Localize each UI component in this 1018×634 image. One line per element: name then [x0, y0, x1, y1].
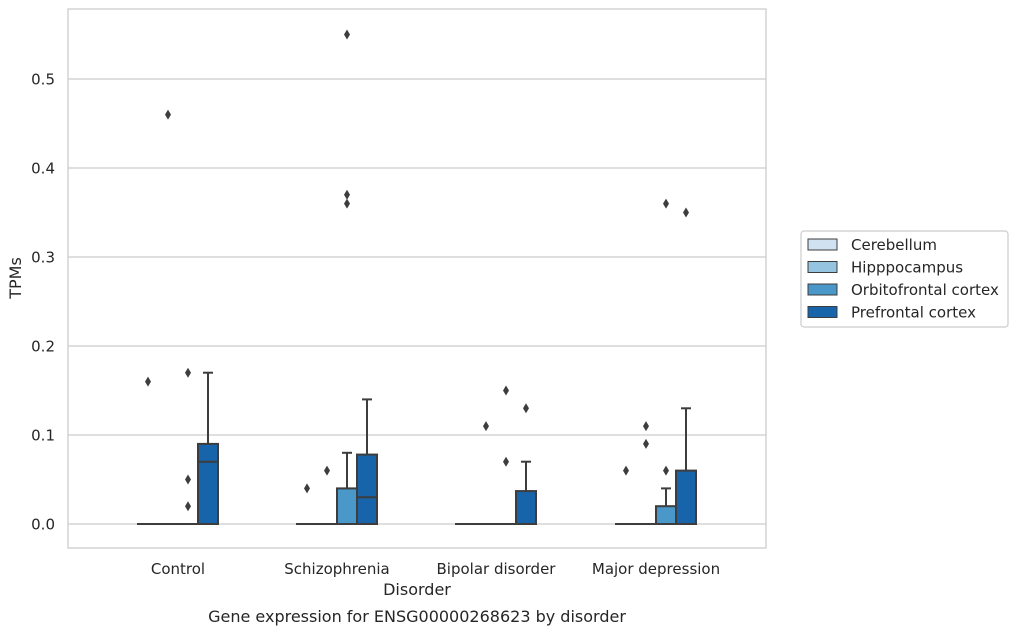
outlier-point — [643, 421, 649, 432]
box-group — [475, 421, 497, 526]
x-tick-label: Major depression — [592, 560, 720, 578]
outlier-point — [145, 376, 151, 387]
outlier-point — [185, 367, 191, 378]
box-group — [635, 421, 657, 526]
box-series — [137, 29, 697, 526]
outlier-point — [483, 421, 489, 432]
x-tick-label: Schizophrenia — [284, 560, 389, 578]
box-group — [655, 198, 677, 526]
legend-swatch — [807, 261, 838, 273]
y-tick-label: 0.1 — [31, 427, 55, 445]
legend-frame — [800, 230, 1009, 328]
x-axis-label: Disorder — [383, 580, 451, 599]
box-group — [495, 385, 517, 526]
x-tick-label: Control — [151, 560, 205, 578]
box — [356, 453, 378, 525]
box-group — [515, 403, 537, 526]
legend-entry: Hipppocampus — [851, 259, 963, 277]
outlier-point — [185, 501, 191, 512]
box — [675, 469, 697, 526]
box-group — [615, 465, 637, 526]
legend-entry: Orbitofrontal cortex — [851, 281, 999, 299]
outlier-point — [503, 385, 509, 396]
x-tick-label: Bipolar disorder — [437, 560, 557, 578]
outlier-point — [623, 465, 629, 476]
box-group — [316, 465, 338, 526]
outlier-point — [344, 198, 350, 209]
box-group — [356, 398, 378, 525]
outlier-point — [344, 29, 350, 40]
legend: Cerebellum Hipppocampus Orbitofrontal cort… — [800, 230, 1009, 328]
box — [655, 505, 677, 526]
outlier-point — [663, 465, 669, 476]
box — [515, 490, 537, 526]
y-axis-ticks: 0.0 0.1 0.2 0.3 0.4 0.5 — [31, 71, 55, 534]
y-tick-label: 0.5 — [31, 71, 55, 89]
outlier-point — [304, 483, 310, 494]
outlier-point — [344, 189, 350, 200]
outlier-point — [165, 109, 171, 120]
legend-entry: Prefrontal cortex — [851, 304, 976, 322]
box — [197, 442, 219, 525]
outlier-point — [643, 438, 649, 449]
box-group — [197, 371, 219, 525]
outlier-point — [503, 456, 509, 467]
plot-frame — [67, 8, 767, 549]
legend-swatch — [807, 283, 838, 296]
x-axis-categories: Control Schizophrenia Bipolar disorder Majo… — [151, 560, 720, 578]
chart-caption: Gene expression for ENSG00000268623 by d… — [208, 607, 626, 626]
y-tick-label: 0.2 — [31, 338, 55, 356]
box-group — [177, 367, 199, 526]
box-group — [137, 376, 159, 526]
y-axis-label: TPMs — [6, 257, 25, 300]
box-group — [675, 207, 697, 526]
box — [336, 487, 358, 525]
outlier-point — [683, 207, 689, 218]
box-group — [336, 29, 358, 525]
y-tick-label: 0.4 — [31, 160, 55, 178]
outlier-point — [663, 198, 669, 209]
legend-swatch — [807, 238, 838, 251]
gridlines — [68, 78, 766, 525]
legend-swatch — [807, 306, 838, 318]
y-tick-label: 0.0 — [31, 516, 55, 534]
outlier-point — [324, 465, 330, 476]
outlier-point — [185, 474, 191, 485]
outlier-point — [523, 403, 529, 414]
legend-entry: Cerebellum — [851, 236, 937, 254]
box-group — [296, 483, 318, 526]
y-tick-label: 0.3 — [31, 249, 55, 267]
box-group — [157, 109, 179, 526]
